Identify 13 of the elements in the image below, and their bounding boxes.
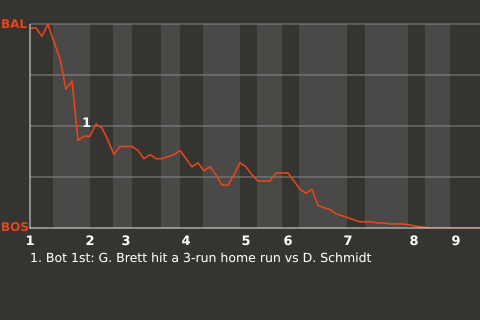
x-tick-label: 2 — [85, 234, 95, 250]
annotation: 1 — [82, 116, 92, 132]
x-tick-label: 6 — [283, 234, 293, 250]
x-tick-label: 4 — [181, 234, 191, 250]
text: BAL — [1, 16, 28, 32]
x-tick-label: 3 — [121, 234, 131, 250]
x-tick-label: 1 — [25, 234, 35, 250]
text: 1. Bot 1st: G. Brett hit a 3-run home run vs D. Schmidt — [29, 250, 372, 266]
x-tick-label: 9 — [451, 234, 461, 250]
text: BOS — [1, 219, 29, 235]
x-tick-label: 8 — [409, 234, 419, 250]
x-tick-label: 7 — [343, 234, 353, 250]
x-tick-label: 5 — [241, 234, 251, 250]
